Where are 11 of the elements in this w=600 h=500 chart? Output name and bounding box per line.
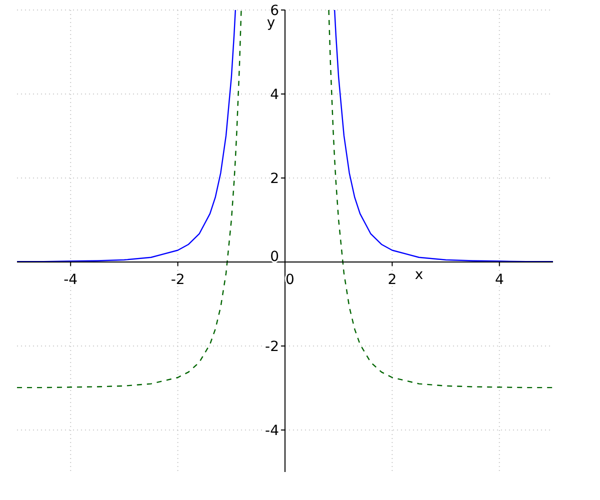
y-tick-label: 2 (270, 171, 279, 187)
x-axis-title: x (414, 267, 424, 283)
y-tick-label: 0 (270, 249, 279, 265)
x-tick-label: -2 (170, 272, 185, 288)
y-tick-label: 4 (270, 87, 280, 103)
y-tick-label: -2 (265, 339, 279, 355)
x-tick-label: -4 (64, 272, 78, 288)
x-tick-label: 0 (286, 272, 294, 288)
x-tick-label: 2 (388, 272, 397, 288)
y-tick-label: -4 (265, 423, 280, 439)
x-tick-label: 4 (494, 272, 504, 288)
